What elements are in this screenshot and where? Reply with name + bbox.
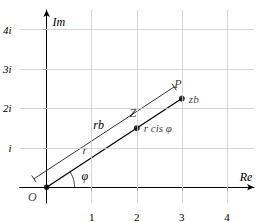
svg-text:4i: 4i <box>3 24 12 36</box>
svg-text:r: r <box>83 143 88 157</box>
svg-text:rb: rb <box>93 118 104 132</box>
svg-text:2: 2 <box>134 211 140 222</box>
svg-text:φ: φ <box>82 169 89 183</box>
svg-text:Z: Z <box>129 106 137 121</box>
svg-text:r cis φ: r cis φ <box>144 122 172 134</box>
svg-text:O: O <box>28 190 37 204</box>
svg-text:4: 4 <box>224 211 230 222</box>
svg-text:2i: 2i <box>3 102 12 114</box>
svg-text:P: P <box>173 77 182 91</box>
svg-text:1: 1 <box>89 211 95 222</box>
svg-text:Im: Im <box>52 15 66 29</box>
svg-text:3i: 3i <box>2 63 12 75</box>
svg-text:3: 3 <box>179 211 185 222</box>
svg-text:Re: Re <box>239 170 253 184</box>
svg-text:i: i <box>8 142 11 154</box>
svg-text:zb: zb <box>188 93 199 105</box>
